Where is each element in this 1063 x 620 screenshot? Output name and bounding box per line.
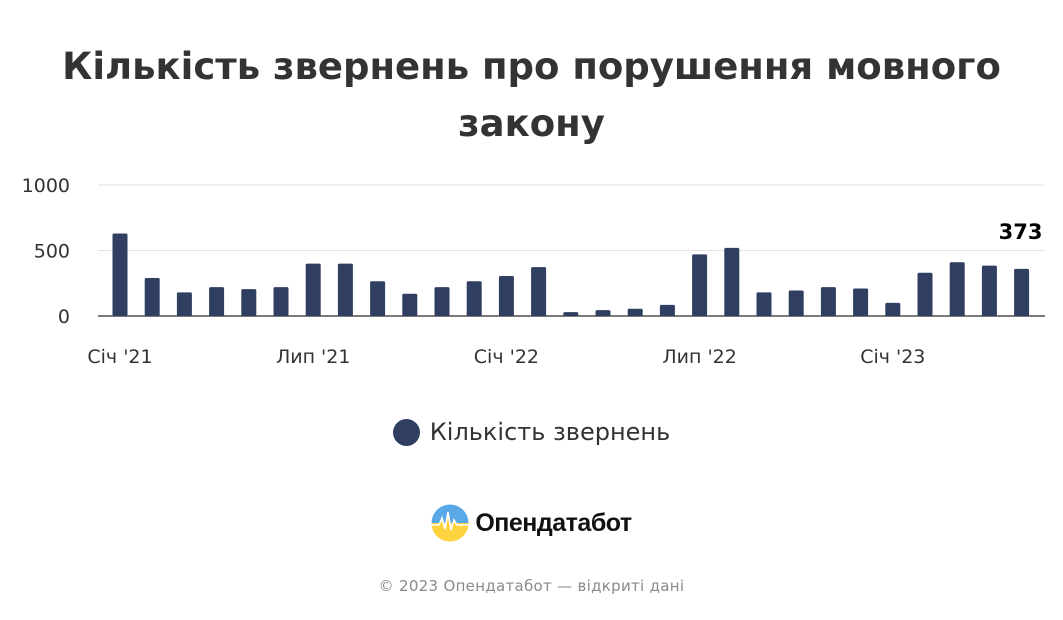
legend-label: Кількість звернень [429, 418, 671, 446]
bar[interactable] [370, 281, 386, 316]
bar[interactable] [563, 312, 579, 316]
chart-title: Кількість звернень про порушення мовного… [62, 45, 1001, 145]
bar[interactable] [337, 263, 353, 316]
footer-copyright: © 2023 Опендатабот — відкриті дані [378, 577, 685, 595]
brand: Опендатабот [0, 504, 1063, 542]
bar[interactable] [176, 292, 192, 316]
bar[interactable] [305, 263, 321, 316]
bar[interactable] [853, 288, 869, 316]
opendatabot-logo-icon [431, 504, 469, 542]
gridlines [98, 184, 1045, 317]
x-tick-label: Січ '22 [474, 346, 539, 368]
bar[interactable] [627, 308, 643, 316]
bar[interactable] [659, 304, 675, 316]
bar[interactable] [466, 281, 482, 316]
data-labels: 373 [999, 220, 1043, 244]
x-tick-label: Лип '22 [662, 346, 737, 368]
x-axis-ticks: Січ '21 Лип '21 Січ '22 Лип '22 Січ '23 [87, 346, 925, 368]
y-tick-label: 500 [34, 241, 70, 263]
bar[interactable] [949, 262, 965, 316]
bar[interactable] [595, 310, 611, 316]
bar[interactable] [112, 233, 128, 316]
legend[interactable]: Кількість звернень [0, 418, 1063, 446]
bar[interactable] [692, 254, 708, 316]
bars [112, 233, 1030, 316]
bar[interactable] [241, 289, 257, 316]
bar[interactable] [498, 276, 514, 316]
x-tick-label: Лип '21 [276, 346, 351, 368]
bar[interactable] [144, 278, 160, 316]
bar[interactable] [820, 287, 836, 316]
x-tick-label: Січ '23 [860, 346, 925, 368]
bar[interactable] [788, 290, 804, 316]
x-tick-label: Січ '21 [87, 346, 152, 368]
bar[interactable] [1014, 268, 1030, 316]
legend-marker [392, 418, 420, 446]
y-axis-ticks: 0 500 1000 [22, 175, 70, 328]
brand-name: Опендатабот [475, 508, 632, 537]
bar[interactable] [402, 293, 418, 316]
bar[interactable] [434, 287, 450, 316]
bar[interactable] [724, 247, 740, 316]
bar[interactable] [531, 267, 547, 316]
y-tick-label: 0 [58, 306, 70, 328]
bar[interactable] [981, 265, 997, 316]
bar[interactable] [273, 287, 289, 316]
bar[interactable] [756, 292, 772, 316]
bar[interactable] [209, 287, 225, 316]
bar[interactable] [885, 302, 901, 316]
y-tick-label: 1000 [22, 175, 70, 197]
bar[interactable] [917, 272, 933, 316]
data-label: 373 [999, 220, 1043, 244]
